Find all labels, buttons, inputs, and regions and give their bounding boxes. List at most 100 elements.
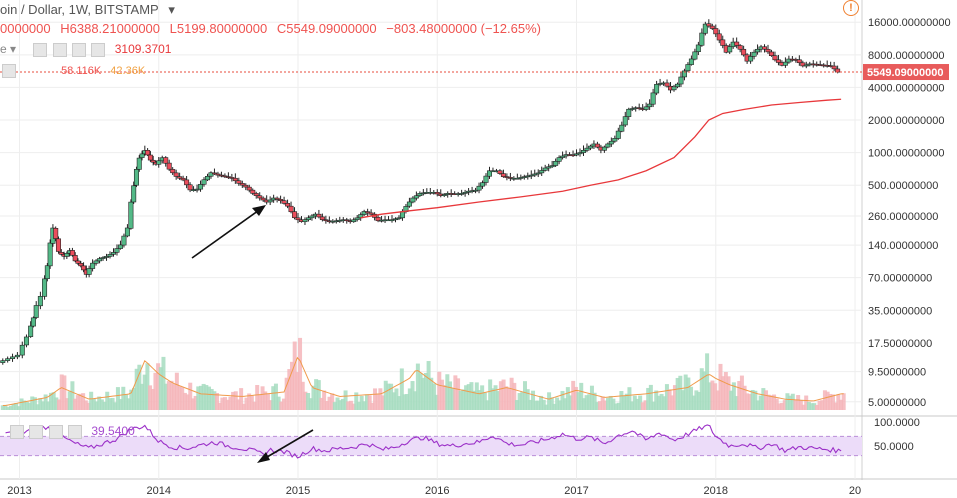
candle-body (187, 184, 193, 191)
rsi-annotation-arrowhead (257, 452, 270, 463)
volume-bar (391, 392, 396, 410)
volume-bar (223, 397, 228, 410)
volume-bar (314, 379, 319, 410)
candle-body (483, 175, 489, 183)
volume-bar (611, 398, 616, 410)
candle-body (692, 51, 698, 60)
candle-body (351, 219, 357, 223)
volume-bar (547, 392, 552, 410)
volume-bar (3, 404, 8, 410)
volume-bar (322, 390, 327, 410)
candle-body (28, 325, 34, 337)
volume-bar (627, 387, 632, 410)
volume-bar (662, 396, 667, 410)
candle-body (37, 296, 43, 307)
volume-bar (726, 376, 731, 410)
chevron-down-icon[interactable]: ▾ (168, 2, 175, 17)
hide-button[interactable] (52, 42, 67, 57)
volume-bar (308, 398, 313, 410)
ohlc-header: oin / Dollar, 1W, BITSTAMP ▾ (0, 2, 185, 18)
volume-bar (592, 392, 597, 410)
candle-body (775, 59, 781, 63)
volume-bar (166, 381, 171, 410)
alert-icon[interactable]: ! (843, 0, 859, 16)
volume-bar (788, 395, 793, 410)
price-tick-label: 17.50000000 (868, 338, 932, 350)
candle-body (323, 219, 329, 222)
volume-bar (812, 403, 817, 410)
volume-bar (488, 379, 493, 410)
volume-bar (493, 385, 498, 410)
volume-bar (632, 395, 637, 410)
candle-body (64, 253, 70, 257)
volume-value-1: 58.116K (61, 64, 102, 77)
volume-bar (413, 391, 418, 410)
volume-bar (115, 387, 120, 410)
volume-bar (343, 390, 348, 410)
annotation-arrowhead (252, 205, 266, 216)
candle-body (549, 165, 555, 168)
rsi-button-4[interactable] (68, 424, 83, 439)
candle-body (553, 160, 559, 166)
volume-bar (241, 403, 246, 410)
volume-bar (737, 381, 742, 410)
volume-bar (276, 396, 281, 410)
volume-bar (8, 405, 13, 410)
volume-bar (348, 400, 353, 410)
volume-bar (616, 402, 621, 410)
candle-body (497, 170, 503, 174)
volume-bar (573, 386, 578, 410)
volume-bar (356, 401, 361, 410)
volume-bar (137, 364, 142, 410)
add-button[interactable] (72, 42, 87, 57)
settings-button[interactable] (33, 42, 48, 57)
candle-body (577, 152, 583, 155)
candle-body (69, 250, 75, 256)
candle-body (462, 192, 468, 194)
volume-bar (715, 390, 720, 410)
volume-bar (150, 388, 155, 410)
candle-body (33, 305, 39, 318)
volume-bar (215, 393, 220, 410)
volume-bar (132, 387, 137, 410)
candle-body (619, 124, 625, 132)
rsi-button-3[interactable] (48, 424, 63, 439)
high-value: H6388.21000000 (60, 21, 161, 36)
candle-body (42, 278, 48, 297)
volume-bar (255, 385, 260, 410)
volume-bar (91, 398, 96, 410)
rsi-button-2[interactable] (29, 424, 44, 439)
volume-bar (110, 397, 115, 410)
volume-bar (316, 380, 321, 410)
volume-bar (340, 398, 345, 410)
volume-bar (485, 400, 490, 410)
volume-bar (480, 385, 485, 410)
ma-value: 3109.3701 (114, 42, 172, 56)
eye-icon[interactable]: e ▾ (0, 42, 17, 56)
volume-bar (279, 401, 284, 410)
volume-button[interactable] (2, 64, 16, 78)
time-tick-label: 2013 (7, 485, 31, 497)
candle-body (796, 59, 802, 64)
candle-body (72, 255, 78, 262)
candle-body (177, 176, 183, 179)
close-button[interactable] (91, 42, 106, 57)
volume-bar (780, 402, 785, 410)
volume-bar (806, 401, 811, 410)
candle-body (104, 256, 110, 258)
candle-body (709, 25, 715, 29)
candle-body (309, 215, 315, 219)
volume-bar (43, 394, 48, 410)
candle-body (55, 238, 61, 252)
candle-body (173, 172, 179, 177)
volume-bar (140, 383, 145, 410)
symbol-title[interactable]: oin / Dollar, 1W, BITSTAMP (0, 2, 159, 17)
open-value: 0000000 (0, 21, 51, 36)
time-tick-label: 2018 (704, 485, 728, 497)
volume-bar (402, 394, 407, 410)
volume-bar (579, 382, 584, 410)
rsi-button[interactable] (10, 424, 24, 439)
candle-body (417, 193, 423, 197)
price-tick-label: 16000.00000000 (868, 17, 951, 29)
